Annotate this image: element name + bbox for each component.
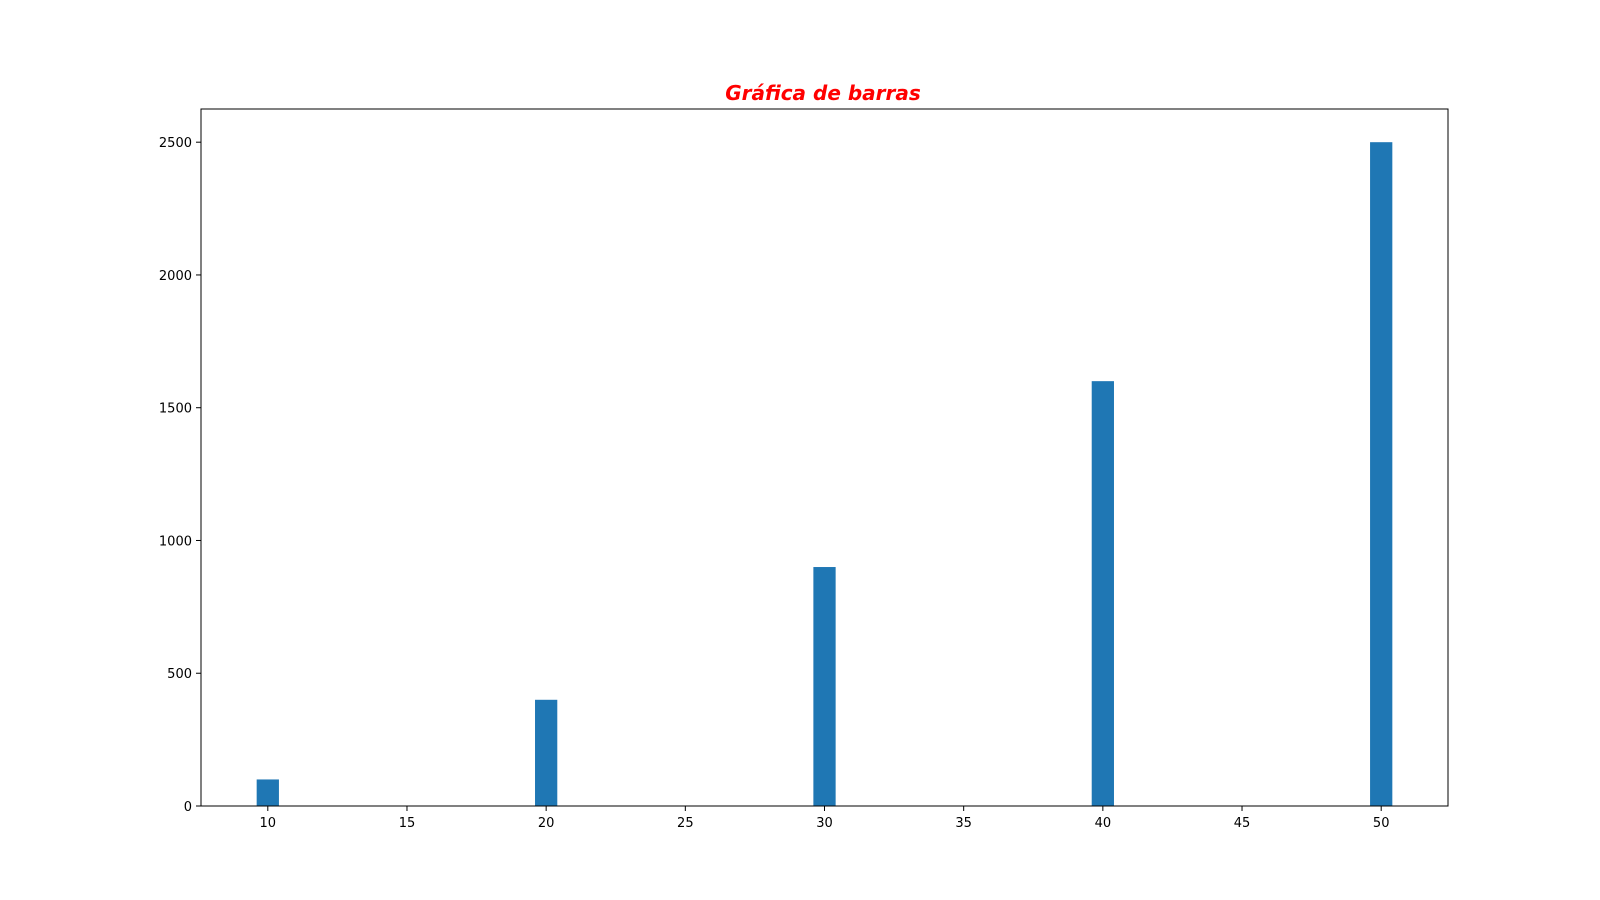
x-tick-label: 40 xyxy=(1095,816,1112,831)
y-tick-label: 500 xyxy=(167,667,192,682)
x-tick-label: 15 xyxy=(399,816,416,831)
y-tick-label: 2500 xyxy=(159,136,192,151)
y-tick-label: 2000 xyxy=(159,269,192,284)
bar-50 xyxy=(1370,142,1393,806)
plot-area-frame xyxy=(200,108,1449,807)
x-tick-label: 10 xyxy=(260,816,277,831)
bars-layer xyxy=(256,142,1393,806)
x-tick-label: 25 xyxy=(677,816,694,831)
y-tick-label: 1500 xyxy=(159,402,192,417)
x-tick-label: 50 xyxy=(1373,816,1390,831)
x-tick-label: 20 xyxy=(538,816,555,831)
bar-40 xyxy=(1091,381,1114,806)
bar-30 xyxy=(813,567,836,806)
x-tick-label: 35 xyxy=(955,816,972,831)
bar-20 xyxy=(535,699,558,806)
y-tick-label: 1000 xyxy=(159,534,192,549)
chart-title: Gráfica de barras xyxy=(725,81,921,105)
y-tick-label: 0 xyxy=(184,800,192,815)
y-axis-ticks: 0 500 1000 1500 2000 2500 xyxy=(159,136,201,815)
x-tick-label: 30 xyxy=(816,816,833,831)
x-tick-label: 45 xyxy=(1234,816,1251,831)
bar-10 xyxy=(256,779,279,806)
x-axis-ticks: 10 15 20 25 30 35 40 45 50 xyxy=(260,806,1390,831)
